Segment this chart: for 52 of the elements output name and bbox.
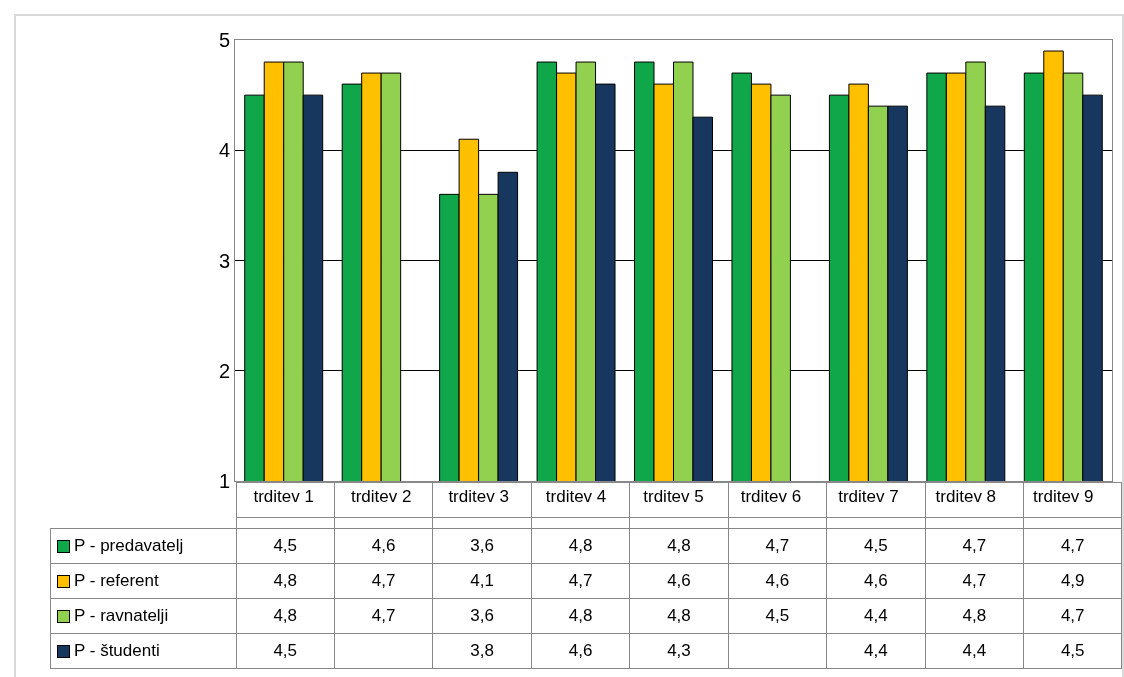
data-label: 4,5 bbox=[1023, 633, 1122, 669]
y-tick-label: 4 bbox=[218, 139, 230, 162]
data-label: 4,8 bbox=[925, 598, 1024, 634]
data-label: 4,3 bbox=[629, 633, 729, 669]
x-tick-label: trditev 3 bbox=[448, 487, 509, 507]
legend-label: P - predavatelj bbox=[74, 536, 184, 555]
data-label: 4,1 bbox=[432, 563, 532, 599]
y-tick-label: 3 bbox=[218, 249, 230, 272]
data-label: 4,5 bbox=[826, 528, 926, 564]
data-label: 4,9 bbox=[1023, 563, 1122, 599]
x-tick-label: trditev 9 bbox=[1033, 487, 1094, 507]
x-tick-label: trditev 2 bbox=[350, 487, 412, 507]
x-tick-label: trditev 5 bbox=[643, 487, 704, 507]
data-label: 4,8 bbox=[629, 528, 729, 564]
data-label: 4,6 bbox=[531, 633, 630, 669]
data-label: 4,7 bbox=[925, 528, 1024, 564]
data-label: 4,8 bbox=[236, 563, 335, 599]
data-label: 4,6 bbox=[334, 528, 433, 564]
legend-label: P - ravnatelji bbox=[74, 606, 169, 625]
data-label: 3,8 bbox=[432, 633, 532, 669]
data-label: 4,7 bbox=[925, 563, 1024, 599]
y-tick-label: 5 bbox=[218, 29, 230, 51]
x-tick-label: trditev 8 bbox=[935, 487, 997, 507]
legend-label: P - študenti bbox=[74, 641, 160, 660]
data-label: 4,7 bbox=[334, 563, 433, 599]
x-tick-label: trditev 7 bbox=[838, 487, 899, 507]
data-label: 4,6 bbox=[826, 563, 926, 599]
data-label: 4,7 bbox=[531, 563, 630, 599]
data-label: 4,4 bbox=[826, 633, 926, 669]
data-label: 4,6 bbox=[629, 563, 729, 599]
data-label: 4,8 bbox=[531, 598, 630, 634]
x-tick-label: trditev 6 bbox=[740, 487, 802, 507]
data-label: 4,6 bbox=[728, 563, 827, 599]
data-label: 4,7 bbox=[728, 528, 827, 564]
data-label: 4,5 bbox=[236, 633, 335, 669]
data-label: 4,7 bbox=[1023, 528, 1122, 564]
y-tick-label: 2 bbox=[218, 359, 230, 382]
data-label: 3,6 bbox=[432, 598, 532, 634]
data-label: 4,7 bbox=[1023, 598, 1122, 634]
x-tick-label: trditev 4 bbox=[545, 487, 607, 507]
data-label: 4,5 bbox=[728, 598, 827, 634]
data-label: 4,8 bbox=[236, 598, 335, 634]
y-tick-label: 1 bbox=[218, 470, 230, 492]
data-label: 4,4 bbox=[925, 633, 1024, 669]
data-label: 4,8 bbox=[629, 598, 729, 634]
data-label: 4,5 bbox=[236, 528, 335, 564]
legend-label: P - referent bbox=[74, 571, 159, 590]
x-tick-label: trditev 1 bbox=[253, 487, 314, 507]
data-label: 3,6 bbox=[432, 528, 532, 564]
data-label: 4,4 bbox=[826, 598, 926, 634]
data-label: 4,8 bbox=[531, 528, 630, 564]
data-label: 4,7 bbox=[334, 598, 433, 634]
